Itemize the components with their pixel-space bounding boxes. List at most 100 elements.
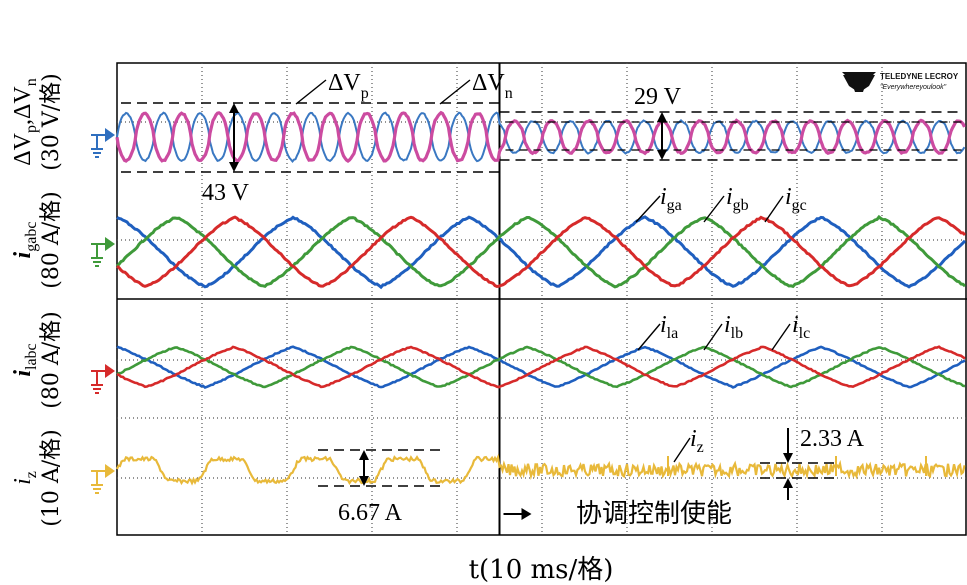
series-dVp [116, 111, 966, 163]
channel-marker-arrow [105, 128, 115, 142]
label-ila: ila [660, 312, 678, 342]
series-igc [116, 215, 967, 289]
series-dVn [115, 110, 966, 163]
leader-iz [673, 437, 691, 463]
annotation-2-33a: 2.33 A [800, 426, 865, 452]
arrow-head-up [359, 450, 369, 460]
label-dvn: ΔVn [472, 70, 513, 102]
label-dvp-sym: ΔV [328, 70, 361, 96]
label-igb-sub: gb [733, 197, 749, 214]
annotation-29v: 29 V [634, 84, 682, 110]
label-igc-sub: gc [792, 197, 807, 214]
label-iz: iz [690, 426, 704, 456]
label-ila-sub: la [667, 325, 679, 342]
svg-text:igb: igb [726, 184, 749, 214]
svg-text:iga: iga [660, 184, 682, 214]
y-label-iz: iz (10 A/格) [10, 429, 64, 526]
y-label-dv-sym1: ΔV [10, 132, 36, 165]
x-axis-label: t(10 ms/格) [469, 555, 614, 585]
label-dvp-sub: p [361, 85, 369, 102]
leader-ig-2 [764, 195, 784, 223]
label-ilc-sym: i [792, 312, 799, 338]
label-igc-sym: i [785, 184, 792, 210]
series-iga [116, 215, 967, 290]
svg-text:iz: iz [10, 471, 40, 485]
svg-text:"Everywhereyoulook": "Everywhereyoulook" [880, 84, 947, 91]
series-ilb [116, 345, 966, 389]
teledyne-logo: TELEDYNE LECROY "Everywhereyoulook" [842, 72, 959, 92]
y-label-ig-sub: gabc [23, 222, 40, 252]
svg-text:ΔVp: ΔVp [328, 70, 369, 102]
y-label-iz-sub: z [23, 471, 40, 478]
channel-marker-arrow [105, 364, 115, 378]
svg-text:ΔVp,ΔVn: ΔVp,ΔVn [10, 78, 40, 166]
svg-text:iz: iz [690, 426, 704, 456]
label-iz-sym: i [690, 426, 697, 452]
svg-text:ilb: ilb [724, 312, 743, 342]
y-label-dv-sub2: n [23, 78, 40, 86]
y-label-dv-sub1: p [23, 125, 40, 133]
waveforms [115, 110, 967, 486]
y-label-dv-sep: , [10, 119, 36, 125]
y-label-ig-scale: (80 A/格) [39, 191, 64, 288]
leader-dvn [439, 79, 471, 105]
dv-after-arrow [657, 112, 667, 160]
arrow-head-right [521, 508, 532, 520]
label-iz-sub: z [697, 439, 704, 456]
svg-text:igc: igc [785, 184, 807, 214]
label-iga: iga [660, 184, 682, 214]
channel-marker-dv [91, 128, 115, 158]
y-label-il: ilabc (80 A/格) [10, 311, 64, 408]
leader-il-0 [637, 323, 661, 351]
y-label-ig: igabc (80 A/格) [10, 191, 64, 288]
svg-text:igabc: igabc [10, 222, 40, 259]
y-label-iz-sym: i [10, 478, 36, 485]
label-ilc-sub: lc [799, 325, 811, 342]
y-label-il-sym: i [10, 370, 36, 377]
channel-markers [91, 128, 115, 494]
channel-marker-iz [91, 464, 115, 494]
iz-after-arrows [783, 428, 793, 500]
y-label-il-scale: (80 A/格) [39, 311, 64, 408]
label-igc: igc [785, 184, 807, 214]
label-igb: igb [726, 184, 749, 214]
arrow-head-up [783, 478, 793, 488]
y-label-dv-sym2: ΔV [10, 86, 36, 119]
leader-dvp [295, 79, 327, 105]
svg-text:ilabc: ilabc [10, 343, 40, 376]
y-label-il-sub: labc [23, 343, 40, 370]
label-ila-sym: i [660, 312, 667, 338]
series-igb [115, 214, 967, 289]
label-ilb: ilb [724, 312, 743, 342]
channel-marker-arrow [105, 464, 115, 478]
logo-line1: TELEDYNE LECROY [880, 72, 959, 81]
logo-line2: Everywhereyoulook [883, 84, 945, 91]
arrow-head-down [783, 453, 793, 463]
series-iz [115, 453, 966, 486]
channel-marker-il [91, 364, 115, 394]
dv-before-arrow [229, 103, 239, 172]
label-ilb-sym: i [724, 312, 731, 338]
leader-ig-1 [703, 195, 725, 223]
label-dvn-sub: n [505, 85, 513, 102]
series-ila [116, 345, 966, 389]
label-igb-sym: i [726, 184, 733, 210]
series-ilc [116, 345, 966, 389]
arrow-head-up [229, 103, 239, 113]
y-label-ig-sym: i [10, 251, 36, 258]
y-label-iz-scale: (10 A/格) [39, 429, 64, 526]
teledyne-logo-icon [842, 72, 876, 92]
channel-marker-ig [91, 237, 115, 267]
svg-text:ΔVn: ΔVn [472, 70, 513, 102]
arrow-head-down [657, 150, 667, 160]
annotation-43v: 43 V [202, 180, 250, 206]
channel-marker-arrow [105, 237, 115, 251]
iz-before-arrow [359, 450, 369, 486]
label-ilb-sub: lb [731, 325, 743, 342]
label-ilc: ilc [792, 312, 810, 342]
annotations [121, 79, 963, 520]
label-iga-sub: ga [667, 197, 682, 214]
leader-il-2 [771, 323, 791, 351]
arrow-head-down [359, 476, 369, 486]
